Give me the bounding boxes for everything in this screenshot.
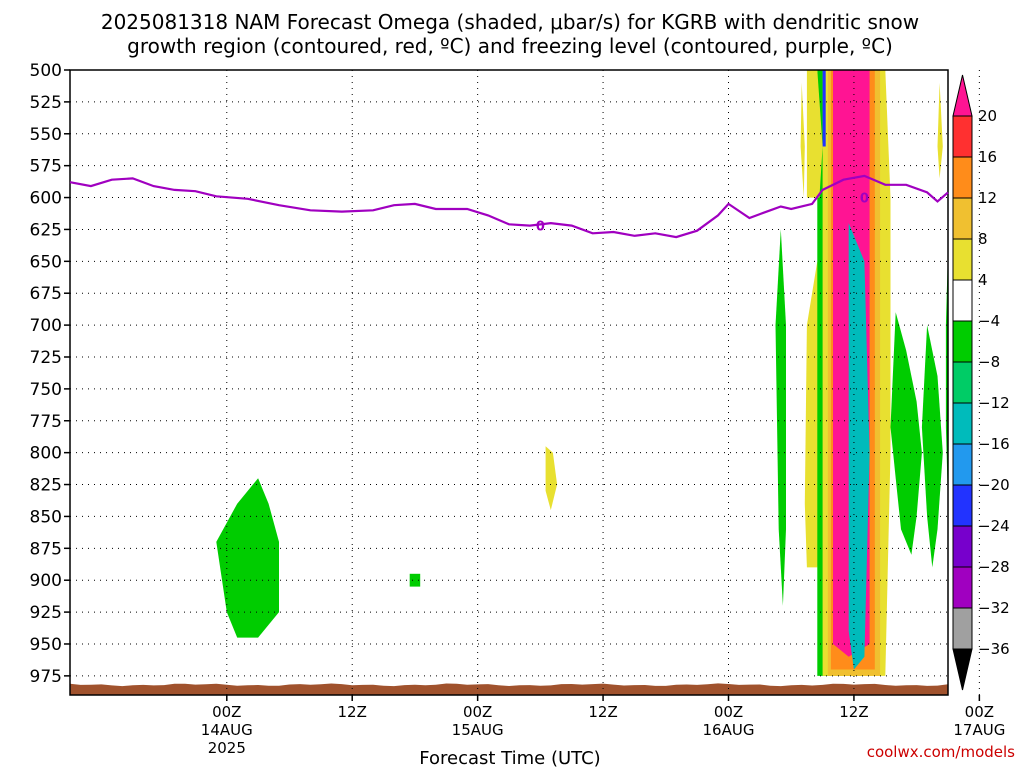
y-tick-label: 500 [30,61,62,81]
y-tick-label: 875 [30,539,62,559]
colorbar-swatch [952,279,973,322]
terrain-strip [70,683,948,695]
omega-region-2 [545,446,558,511]
y-tick-label: 650 [30,252,62,272]
x-axis-label: Forecast Time (UTC) [419,748,600,768]
y-tick-label: 750 [30,380,62,400]
x-tick-date: 16AUG [703,721,755,739]
x-tick-label: 00Z [965,703,994,721]
x-tick-label: 12Z [839,703,868,721]
colorbar-swatch [952,361,973,404]
y-tick-label: 700 [30,316,62,336]
colorbar-swatch [952,238,973,281]
y-axis-ticks: 500 525 550 575 600 625 650 675 700 725 750 775 800 8… [30,61,70,687]
x-tick-label: 12Z [588,703,617,721]
colorbar-label: 16 [978,148,997,166]
x-tick-year: 2025 [208,739,246,757]
plot-background [70,70,948,695]
colorbar-top-arrow [952,74,973,117]
omega-region-16 [937,82,943,179]
y-tick-label: 625 [30,220,62,240]
colorbar-swatch [952,443,973,486]
y-tick-label: 675 [30,284,62,304]
plot-area [70,70,948,695]
x-tick-label: 00Z [463,703,492,721]
colorbar-swatch [952,402,973,445]
credit-text: coolwx.com/models [867,743,1015,761]
colorbar-label: −8 [978,353,1000,371]
colorbar-label: −32 [978,599,1010,617]
colorbar-swatch [952,607,973,650]
x-tick-label: 00Z [212,703,241,721]
freezing-level-label: 0 [536,220,545,235]
colorbar-label: −28 [978,558,1010,576]
colorbar-label: 20 [978,107,997,125]
omega-region-14 [890,312,922,555]
colorbar-label: −12 [978,394,1010,412]
y-tick-label: 900 [30,571,62,591]
x-tick-label: 12Z [338,703,367,721]
y-tick-label: 775 [30,412,62,432]
freezing-level-line [69,174,949,239]
y-tick-label: 800 [30,444,62,464]
omega-region-3 [800,82,805,198]
colorbar: 20 16 12 8 4 −4 −8 −12 −16 −20 −24 −28 −32 −36 [952,74,1010,691]
x-tick-label: 00Z [714,703,743,721]
y-tick-label: 725 [30,348,62,368]
colorbar-swatch [952,115,973,158]
y-tick-label: 850 [30,507,62,527]
freezing-level-label: 0 [860,192,869,207]
omega-region-1 [409,573,421,587]
chart-title-line-1: 2025081318 NAM Forecast Omega (shaded, μ… [101,10,919,34]
freezing-level-contour: 00 [69,174,949,239]
omega-region-4 [775,229,786,606]
y-tick-label: 925 [30,603,62,623]
y-tick-label: 975 [30,667,62,687]
colorbar-label: −20 [978,476,1010,494]
plot-frame [69,69,949,696]
y-tick-label: 600 [30,189,62,209]
y-tick-label: 825 [30,476,62,496]
omega-region-15 [921,325,943,568]
y-tick-label: 525 [30,93,62,113]
omega-region-12 [822,70,826,147]
colorbar-swatch [952,197,973,240]
colorbar-label: −24 [978,517,1010,535]
x-tick-date: 14AUG [201,721,253,739]
colorbar-bottom-arrow [952,648,973,691]
colorbar-label: −16 [978,435,1010,453]
colorbar-swatch [952,525,973,568]
colorbar-swatch [952,156,973,199]
y-tick-label: 950 [30,635,62,655]
colorbar-label: −36 [978,640,1010,658]
gridlines [69,69,980,696]
x-tick-date: 17AUG [953,721,1005,739]
colorbar-swatch [952,566,973,609]
omega-region-0 [216,478,279,638]
colorbar-label: 8 [978,230,988,248]
y-tick-label: 550 [30,125,62,145]
colorbar-label: −4 [978,312,1000,330]
x-tick-date: 15AUG [452,721,504,739]
colorbar-swatch [952,320,973,363]
chart-title-line-2: growth region (contoured, red, ºC) and f… [127,34,893,58]
colorbar-label: 4 [978,271,988,289]
colorbar-swatch [952,484,973,527]
colorbar-label: 12 [978,189,997,207]
y-tick-label: 575 [30,157,62,177]
